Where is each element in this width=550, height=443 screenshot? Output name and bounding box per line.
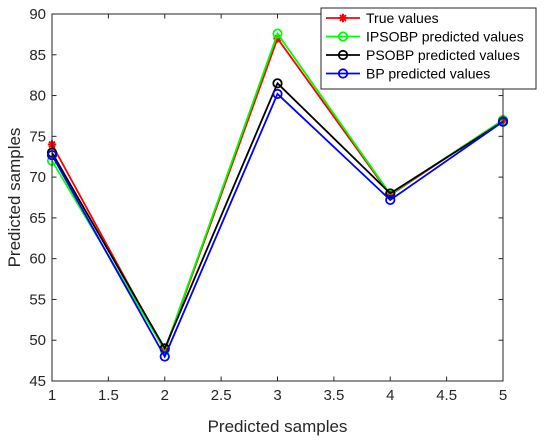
legend: True values IPSOBP predicted values PSOBP … — [320, 7, 537, 90]
data-point-s2-p3 — [385, 188, 396, 199]
x-tick-label: 4 — [386, 387, 394, 404]
y-tick-label: 50 — [29, 332, 46, 349]
x-tick-label: 2 — [161, 387, 169, 404]
y-tick-label: 70 — [29, 169, 46, 186]
x-tick-label: 3 — [273, 387, 281, 404]
legend-label: PSOBP predicted values — [366, 47, 520, 63]
y-tick-label: 90 — [29, 6, 46, 23]
x-tick-label: 1.5 — [98, 387, 119, 404]
legend-swatch-marker-stroke — [339, 14, 347, 22]
legend-item-3: BP predicted values — [326, 66, 490, 82]
series-line-2 — [51, 81, 504, 351]
data-point-s3-p1 — [159, 351, 170, 362]
legend-box — [320, 7, 537, 90]
legend-label: True values — [366, 10, 439, 26]
x-tick-label: 4.5 — [436, 387, 457, 404]
data-point-s1-p2 — [272, 28, 283, 39]
axes-layer: 1 1.5 2 2.5 3 3.5 4 4.5 5 45 50 55 60 65 70 75 80 85 90 — [29, 6, 507, 404]
y-axis-title: Predicted samples — [5, 128, 24, 268]
data-point-s3-p3 — [385, 194, 396, 206]
x-tick-label: 2.5 — [211, 387, 232, 404]
x-tick-label: 1 — [48, 387, 56, 404]
legend-swatch-marker — [338, 13, 348, 23]
legend-label: IPSOBP predicted values — [366, 29, 524, 45]
y-tick-label: 55 — [29, 291, 46, 308]
legend-label: BP predicted values — [366, 66, 490, 82]
y-tick-label: 85 — [29, 47, 46, 64]
data-point-s2-p2 — [272, 78, 283, 89]
legend-swatch-marker — [337, 49, 349, 61]
legend-item-0: True values — [326, 10, 439, 26]
y-tick-label: 60 — [29, 251, 46, 268]
data-point-s3-p2 — [272, 88, 283, 100]
series-layer — [46, 28, 509, 362]
y-tick-label: 75 — [29, 128, 46, 145]
y-tick-label: 65 — [29, 210, 46, 227]
legend-item-2: PSOBP predicted values — [326, 47, 520, 63]
x-tick-label: 3.5 — [323, 387, 344, 404]
x-axis-title: Predicted samples — [208, 417, 348, 436]
series-line-3 — [51, 92, 504, 359]
y-tick-label: 45 — [29, 373, 46, 390]
legend-item-1: IPSOBP predicted values — [326, 29, 524, 45]
x-tick-label: 5 — [499, 387, 507, 404]
y-tick-label: 80 — [29, 88, 46, 105]
legend-swatch-marker — [337, 31, 349, 42]
legend-swatch-marker — [337, 68, 349, 79]
